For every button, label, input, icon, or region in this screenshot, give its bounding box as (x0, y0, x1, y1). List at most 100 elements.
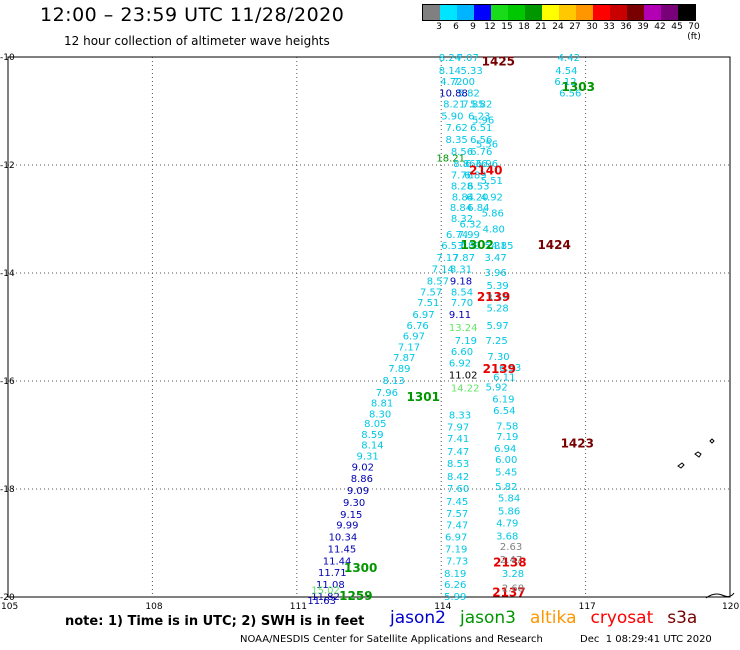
wave-height-point: 8.35 (446, 135, 468, 146)
wave-height-point: 6.56 (470, 135, 492, 146)
scale-swatch (559, 5, 576, 20)
wave-height-point: 9.11 (449, 310, 471, 321)
wave-height-point: 6.56 (559, 89, 581, 100)
axes (7, 56, 731, 598)
pass-time-label: 1300 (344, 561, 377, 575)
wave-height-point: 7.87 (393, 353, 415, 364)
wave-height-point: 6.76 (407, 321, 429, 332)
wave-height-point: 8.84 (450, 203, 472, 214)
wave-height-point: 18.21 (436, 153, 465, 164)
scale-label: 45 (671, 22, 683, 32)
wave-height-point: 7.00 (453, 77, 475, 88)
wave-height-color-scale (422, 4, 696, 21)
wave-height-point: 7.41 (447, 434, 469, 445)
wave-height-point: 7.45 (446, 497, 468, 508)
wave-height-point: 4.80 (483, 225, 505, 236)
scale-swatch (508, 5, 525, 20)
wave-height-point: 7.57 (446, 509, 468, 520)
pass-time-label: 1301 (407, 390, 440, 404)
wave-height-point: 7.57 (420, 287, 442, 298)
x-tick-label: 117 (579, 602, 596, 612)
scale-swatch (474, 5, 491, 20)
wave-height-point: 8.54 (451, 287, 473, 298)
scale-label: 24 (552, 22, 564, 32)
wave-height-point: 6.53 (499, 363, 521, 374)
wave-height-point: 14.22 (451, 383, 480, 394)
chart-subtitle: 12 hour collection of altimeter wave hei… (64, 34, 330, 48)
scale-swatch (644, 5, 661, 20)
scale-swatch (627, 5, 644, 20)
wave-height-point: 8.24 (439, 53, 461, 64)
wave-height-point: 6.76 (470, 147, 492, 158)
wave-height-point: 8.33 (449, 410, 471, 421)
island-shape (694, 451, 702, 458)
wave-height-point: 6.26 (444, 580, 466, 591)
wave-height-point: 4.92 (481, 192, 503, 203)
wave-height-point: 3.68 (496, 531, 518, 542)
wave-height-point: 3.59 (486, 293, 508, 304)
wave-height-point: 8.86 (351, 474, 373, 485)
wave-height-point: 8.31 (450, 265, 472, 276)
scale-label: 39 (637, 22, 649, 32)
wave-height-point: 6.53 (441, 241, 463, 252)
pass-time-label: 1302 (460, 238, 493, 252)
pass-time-label: 2137 (492, 586, 525, 600)
y-tick-label: -14 (0, 269, 15, 279)
wave-height-point: 7.17 (398, 342, 420, 353)
wave-height-point: 4.85 (491, 241, 513, 252)
wave-height-point: 15.02 (311, 585, 340, 596)
wave-height-point: 5.97 (486, 321, 508, 332)
wave-height-scale-labels: 3 6 9 12 15 18 21 24 27 30 33 36 39 42 45 70 (ft) (422, 22, 740, 42)
wave-height-point: 5.84 (498, 494, 520, 505)
scale-swatch (457, 5, 474, 20)
plot-frame (7, 56, 731, 598)
wave-height-point: 3.47 (485, 253, 507, 264)
wave-height-point: 11.44 (323, 556, 352, 567)
wave-height-point: 5.90 (441, 111, 463, 122)
wave-height-point: 6.74 (446, 230, 468, 241)
scale-swatch (423, 5, 440, 20)
wave-height-point: 7.70 (451, 298, 473, 309)
wave-height-point: 8.81 (371, 399, 393, 410)
wave-height-point: 11.63 (307, 596, 336, 607)
wave-height-point: 13.24 (449, 323, 478, 334)
wave-height-point: 5.51 (481, 176, 503, 187)
wave-height-point: 8.13 (382, 376, 404, 387)
pass-time-label: 1425 (482, 54, 515, 68)
scale-label: 3 (436, 22, 442, 32)
wave-height-point: 7.17 (436, 253, 458, 264)
scale-label: 18 (518, 22, 530, 32)
scale-swatch (491, 5, 508, 20)
wave-height-point: 6.89 (464, 171, 486, 182)
wave-height-point: 6.97 (445, 533, 467, 544)
wave-height-point: 5.82 (458, 89, 480, 100)
scale-swatch (542, 5, 559, 20)
wave-height-point: 5.39 (486, 281, 508, 292)
wave-height-point: 8.14 (439, 66, 461, 77)
scale-label: 12 (484, 22, 496, 32)
wave-height-point: 7.60 (447, 484, 469, 495)
wave-height-point: 7.62 (446, 123, 468, 134)
scale-label: 36 (620, 22, 632, 32)
wave-height-point: 4.42 (558, 53, 580, 64)
wave-height-point: 7.85 (462, 99, 484, 110)
wave-height-point: 11.08 (316, 580, 345, 591)
wave-height-point: 7.58 (496, 421, 518, 432)
wave-height-point: 9.02 (352, 462, 374, 473)
legend-item-altika: altika (530, 608, 577, 628)
wave-height-point: 6.51 (470, 123, 492, 134)
wave-height-point: 5.86 (482, 209, 504, 220)
wave-height-point: 6.96 (476, 159, 498, 170)
scale-label: 33 (603, 22, 615, 32)
x-tick-label: 120 (722, 602, 739, 612)
wave-height-point: 6.19 (492, 394, 514, 405)
wave-height-point: 2.47 (500, 555, 522, 566)
wave-height-point: 9.15 (340, 510, 362, 521)
wave-height-point: 5.45 (495, 468, 517, 479)
wave-height-point: 7.30 (487, 352, 509, 363)
wave-height-point: 8.42 (447, 472, 469, 483)
wave-height-point: 5.82 (495, 482, 517, 493)
wave-height-point: 6.12 (554, 77, 576, 88)
page-title: 12:00 – 23:59 UTC 11/28/2020 (40, 4, 345, 26)
x-tick-label: 105 (1, 602, 18, 612)
